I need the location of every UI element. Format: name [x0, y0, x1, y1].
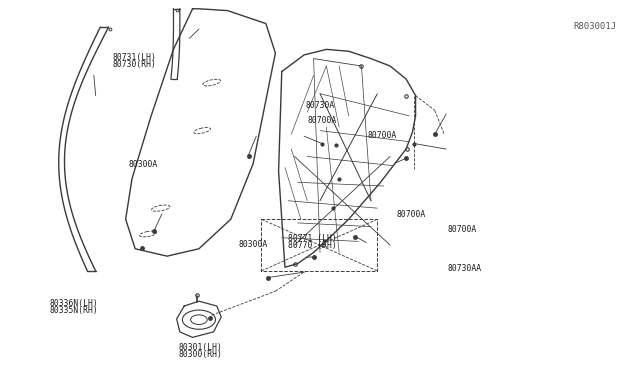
Text: 80700A: 80700A: [447, 225, 477, 234]
Text: 80730A: 80730A: [306, 101, 335, 110]
Text: 80300A: 80300A: [129, 160, 158, 169]
Text: 80730AA: 80730AA: [447, 263, 481, 273]
Text: 80771 (LH): 80771 (LH): [288, 234, 337, 243]
Text: 80730(RH): 80730(RH): [113, 61, 157, 70]
Text: 80700A: 80700A: [307, 116, 337, 125]
Text: 80335N(RH): 80335N(RH): [49, 306, 98, 315]
Text: 80300(RH): 80300(RH): [179, 350, 223, 359]
Text: 80700A: 80700A: [368, 131, 397, 140]
Text: R803001J: R803001J: [573, 22, 616, 31]
Text: 80700A: 80700A: [396, 210, 426, 219]
Text: 80336N(LH): 80336N(LH): [49, 299, 98, 308]
Text: 80301(LH): 80301(LH): [179, 343, 223, 352]
Text: 80300A: 80300A: [239, 240, 268, 248]
Text: 80731(LH): 80731(LH): [113, 53, 157, 62]
Text: 80770 (RH): 80770 (RH): [288, 241, 337, 250]
